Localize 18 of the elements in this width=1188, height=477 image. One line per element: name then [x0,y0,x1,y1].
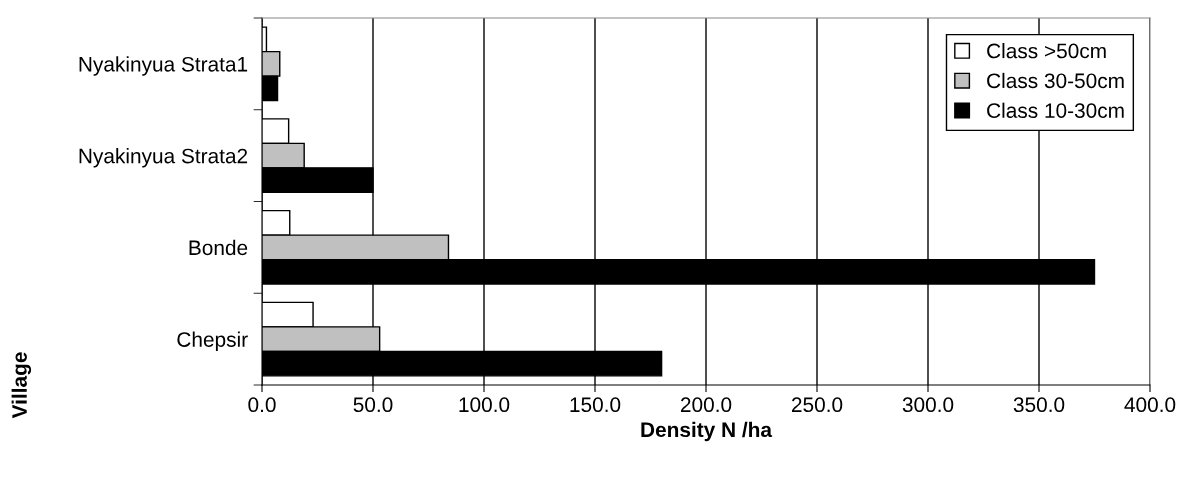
legend-label: Class 30-50cm [987,72,1124,89]
x-tick-label: 150.0 [570,397,621,413]
legend-label: Class 10-30cm [987,102,1124,118]
x-tick-label: 350.0 [1013,397,1065,413]
x-tick-label: 100.0 [459,397,510,413]
x-tick-label: 300.0 [902,397,954,413]
x-tick-label: 400.0 [1124,397,1176,413]
y-tick-label: Bonde [189,239,248,256]
y-tick-label: Chepsir [177,331,248,351]
x-tick-label: 250.0 [791,397,843,413]
y-axis-title: Village [11,352,32,419]
x-tick-label: 200.0 [680,397,732,413]
x-tick-label: 50.0 [353,397,393,413]
y-tick-label: Nyakinyua Strata1 [79,56,248,76]
x-axis-title: Density N /ha [641,421,773,442]
x-tick-label: 0.0 [248,397,276,413]
legend-label: Class >50cm [987,43,1106,59]
y-tick-label: Nyakinyua Strata2 [79,148,248,168]
